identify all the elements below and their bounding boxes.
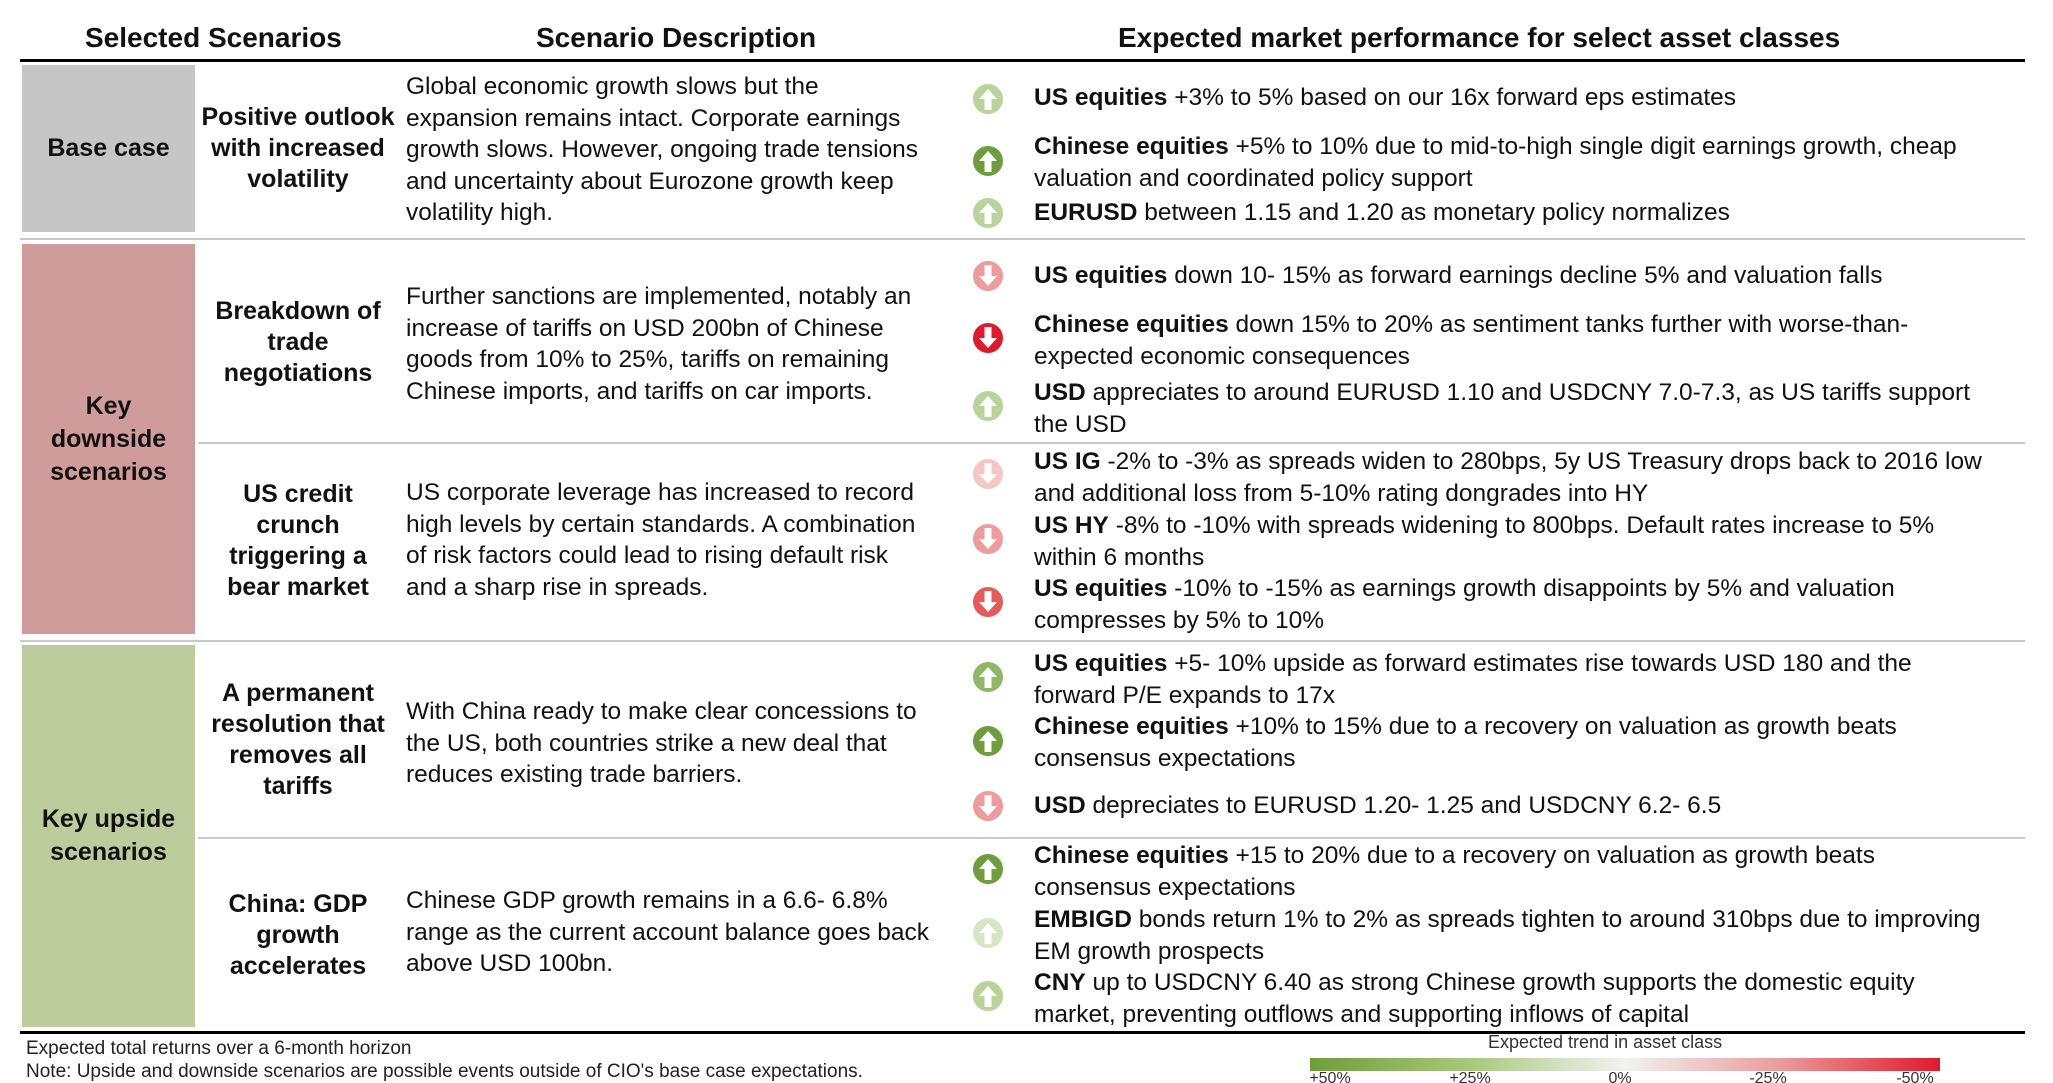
legend-tick: -50%: [1896, 1070, 1934, 1083]
performance-item: Chinese equities +10% to 15% due to a re…: [1034, 713, 1897, 772]
arrow-up-light-icon: [973, 391, 1003, 421]
scenario-name: Breakdown of trade negotiations: [215, 296, 381, 387]
performance-item: USD appreciates to around EURUSD 1.10 an…: [1034, 379, 1970, 438]
performance-item: Chinese equities +5% to 10% due to mid-t…: [1034, 133, 1957, 192]
arrow-up-light-icon: [973, 84, 1003, 114]
category-key-upside: Key upside scenarios: [22, 645, 195, 1027]
scenario-name: Positive outlook with increased volatili…: [201, 103, 395, 193]
performance-item: US equities +3% to 5% based on our 16x f…: [1034, 84, 1737, 111]
performance-item: USD depreciates to EURUSD 1.20- 1.25 and…: [1034, 792, 1722, 819]
performance-item: EURUSD between 1.15 and 1.20 as monetary…: [1034, 199, 1730, 226]
performance-item: EMBIGD bonds return 1% to 2% as spreads …: [1034, 906, 1981, 965]
scenario-description: US corporate leverage has increased to r…: [406, 479, 916, 601]
header-scenario-description: Scenario Description: [536, 22, 817, 53]
scenario-description: Further sanctions are implemented, notab…: [406, 283, 912, 405]
legend-tick: 0%: [1608, 1070, 1632, 1083]
scenario-description: Global economic growth slows but the exp…: [406, 73, 919, 226]
scenario-description: With China ready to make clear concessio…: [406, 698, 917, 788]
footnote-cutoff: Please refer to the latest published Glo…: [26, 1081, 1105, 1083]
divider-downside-upside: [20, 640, 2025, 642]
divider-upside-inner: [198, 837, 2025, 839]
arrow-up-pale-icon: [973, 918, 1003, 948]
performance-item: US IG -2% to -3% as spreads widen to 280…: [1034, 448, 1982, 507]
performance-item: US equities down 10- 15% as forward earn…: [1034, 262, 1883, 289]
performance-item: US equities -10% to -15% as earnings gro…: [1034, 575, 1895, 634]
scenario-name: A permanent resolution that removes all …: [211, 679, 385, 800]
performance-item: US equities +5- 10% upside as forward es…: [1034, 650, 1912, 709]
footnote-horizon: Expected total returns over a 6-month ho…: [26, 1038, 412, 1059]
arrow-up-strong-icon: [973, 854, 1003, 884]
header-rule: [20, 59, 2025, 62]
legend-tick: +25%: [1449, 1070, 1491, 1083]
divider-downside-inner: [198, 442, 2025, 444]
footnote-note: Note: Upside and downside scenarios are …: [26, 1061, 863, 1082]
arrow-up-strong-icon: [973, 146, 1003, 176]
category-key-downside: Key downside scenarios: [22, 244, 195, 634]
arrow-up-strong-icon: [973, 726, 1003, 756]
legend-title: Expected trend in asset class: [1488, 1032, 1723, 1052]
legend-tick: +50%: [1309, 1070, 1351, 1083]
category-base-case: Base case: [22, 65, 195, 232]
performance-item: Chinese equities +15 to 20% due to a rec…: [1034, 842, 1875, 901]
arrow-up-light-icon: [973, 981, 1003, 1011]
header-expected-performance: Expected market performance for select a…: [1118, 22, 1841, 53]
arrow-down-pale-icon: [973, 459, 1003, 489]
arrow-up-light-icon: [973, 198, 1003, 228]
legend-gradient-bar: [1310, 1058, 1940, 1071]
arrow-down-mid-icon: [973, 587, 1003, 617]
performance-item: Chinese equities down 15% to 20% as sent…: [1034, 311, 1909, 370]
scenario-description: Chinese GDP growth remains in a 6.6- 6.8…: [406, 887, 930, 977]
arrow-down-light-icon: [973, 524, 1003, 554]
header-selected-scenarios: Selected Scenarios: [85, 22, 342, 53]
scenario-name: China: GDP growth accelerates: [228, 889, 368, 980]
arrow-up-mid-icon: [973, 662, 1003, 692]
arrow-down-light-icon: [973, 791, 1003, 821]
performance-item: CNY up to USDCNY 6.40 as strong Chinese …: [1034, 969, 1915, 1028]
arrow-down-light-icon: [973, 261, 1003, 291]
bottom-rule: [20, 1031, 2025, 1034]
performance-item: US HY -8% to -10% with spreads widening …: [1034, 512, 1935, 571]
legend-tick: -25%: [1749, 1070, 1787, 1083]
divider-base-downside: [20, 238, 2025, 240]
scenario-name: US credit crunch triggering a bear marke…: [227, 480, 369, 601]
arrow-down-strong-icon: [973, 323, 1003, 353]
